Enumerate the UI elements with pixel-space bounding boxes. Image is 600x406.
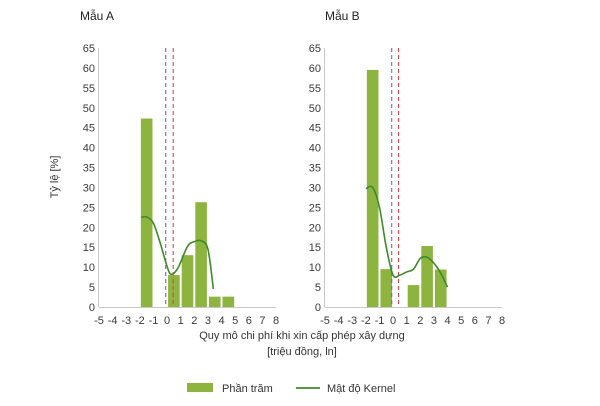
- x-tick-label: 4: [218, 315, 224, 327]
- x-axis-title-line2: [triệu đồng, ln]: [267, 346, 337, 358]
- x-axis-title-line1: Quy mô chi phí khi xin cấp phép xây dựng: [199, 330, 404, 342]
- y-tick-label: 35: [309, 163, 321, 175]
- x-tick-label: -1: [149, 315, 159, 327]
- x-tick-label: 0: [390, 315, 396, 327]
- bar: [434, 269, 447, 307]
- x-tick-label: -3: [347, 315, 357, 327]
- y-tick-label: 45: [83, 123, 95, 135]
- y-tick-label: 15: [83, 242, 95, 254]
- x-tick-label: 6: [246, 315, 252, 327]
- x-tick-label: -4: [108, 315, 118, 327]
- y-tick-label: 10: [83, 262, 95, 274]
- x-tick-label: -4: [334, 315, 344, 327]
- x-tick-label: 1: [404, 315, 410, 327]
- bar: [140, 118, 153, 307]
- x-tick-label: -2: [135, 315, 145, 327]
- y-tick-label: 40: [309, 143, 321, 155]
- x-tick-label: 7: [259, 315, 265, 327]
- y-tick-label: 0: [315, 302, 321, 314]
- y-tick-label: 10: [309, 262, 321, 274]
- panel-title: Mẫu B: [325, 8, 360, 23]
- y-tick-label: 30: [83, 182, 95, 194]
- y-tick-label: 55: [83, 83, 95, 95]
- x-tick-label: 6: [472, 315, 478, 327]
- kernel-density-line: [141, 215, 215, 290]
- x-tick-label: -1: [375, 315, 385, 327]
- legend-bar-swatch: [187, 383, 213, 392]
- legend: Phần trăm Mật độ Kernel: [187, 383, 395, 395]
- x-tick-label: 7: [485, 315, 491, 327]
- x-tick-label: 5: [458, 315, 464, 327]
- y-tick-label: 20: [83, 222, 95, 234]
- x-tick-label: 0: [164, 315, 170, 327]
- y-tick-label: 50: [309, 103, 321, 115]
- bar: [421, 246, 433, 307]
- y-tick-label: 60: [83, 63, 95, 75]
- bar: [181, 255, 194, 307]
- bar: [222, 296, 235, 307]
- panel-title: Mẫu A: [80, 8, 114, 23]
- y-tick-label: 5: [89, 282, 95, 294]
- y-tick-label: 60: [309, 63, 321, 75]
- x-tick-label: -2: [361, 315, 371, 327]
- y-tick-label: 30: [309, 182, 321, 194]
- y-tick-label: 15: [309, 242, 321, 254]
- x-tick-label: 1: [178, 315, 184, 327]
- bar: [380, 269, 393, 307]
- y-tick-label: 65: [83, 43, 95, 55]
- y-tick-label: 35: [83, 163, 95, 175]
- x-tick-label: -5: [94, 315, 104, 327]
- y-tick-label: 20: [309, 222, 321, 234]
- y-tick-label: 25: [83, 202, 95, 214]
- x-tick-label: 8: [499, 315, 505, 327]
- y-tick-label: 55: [309, 83, 321, 95]
- x-tick-label: 5: [232, 315, 238, 327]
- y-tick-label: 25: [309, 202, 321, 214]
- x-tick-label: -3: [121, 315, 131, 327]
- x-tick-label: -5: [320, 315, 330, 327]
- x-tick-label: 2: [417, 315, 423, 327]
- x-tick-label: 3: [431, 315, 437, 327]
- legend-kernel-label: Mật độ Kernel: [327, 383, 395, 395]
- bar: [195, 202, 207, 307]
- x-tick-label: 2: [191, 315, 197, 327]
- kernel-density-line: [365, 185, 449, 288]
- x-tick-label: 8: [273, 315, 279, 327]
- y-tick-label: 65: [309, 43, 321, 55]
- bar: [168, 275, 180, 307]
- y-tick-label: 5: [315, 282, 321, 294]
- x-tick-label: 3: [205, 315, 211, 327]
- y-tick-label: 50: [83, 103, 95, 115]
- bar: [407, 285, 420, 307]
- y-tick-label: 45: [309, 123, 321, 135]
- y-tick-label: 40: [83, 143, 95, 155]
- legend-bar-label: Phần trăm: [222, 383, 273, 395]
- x-tick-label: 4: [444, 315, 450, 327]
- y-tick-label: 0: [89, 302, 95, 314]
- bar: [208, 296, 221, 307]
- y-axis-title: Tỷ lệ [%]: [49, 156, 61, 199]
